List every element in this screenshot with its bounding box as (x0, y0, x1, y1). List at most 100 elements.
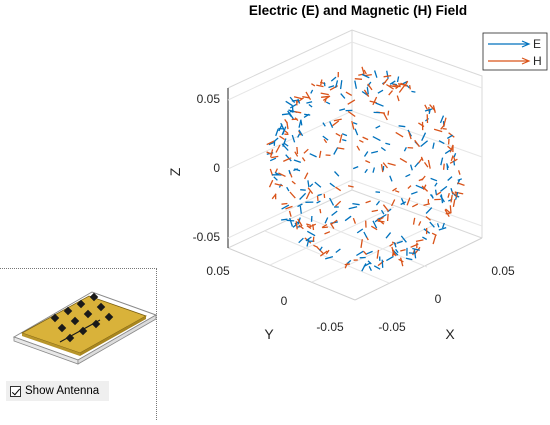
e-field-vector (375, 125, 381, 129)
e-field-vector (429, 194, 434, 199)
h-field-vector (440, 123, 446, 130)
checkbox-check-icon[interactable] (10, 385, 21, 397)
e-field-vector (422, 236, 428, 241)
e-field-vector (289, 96, 296, 104)
h-field-vector (352, 217, 357, 224)
e-field-vector (440, 157, 444, 166)
e-field-vector (438, 226, 447, 231)
e-field-vector (348, 206, 358, 210)
e-field-vector (396, 240, 403, 244)
e-field-vector (364, 168, 368, 174)
h-field-vector (268, 179, 274, 188)
e-field-vector (372, 136, 381, 142)
h-field-vector (306, 223, 312, 227)
h-field-vector (396, 95, 400, 102)
h-field-vector (295, 221, 298, 230)
e-field-vector (323, 82, 326, 87)
h-field-vector (388, 90, 393, 96)
e-field-vector (361, 263, 367, 272)
e-field-vector (441, 222, 445, 229)
y-tick-labels: 0.05 0 -0.05 (206, 264, 344, 334)
e-field-vector (368, 266, 372, 271)
h-field-vector (339, 134, 343, 143)
e-field-vector (425, 207, 433, 214)
h-field-vector (414, 139, 421, 148)
e-field-vector (385, 142, 391, 146)
e-field-vector (405, 173, 411, 178)
e-field-vector (413, 250, 417, 259)
h-field-vector (447, 193, 450, 198)
h-field-vector (420, 156, 424, 161)
h-field-vector (286, 121, 289, 130)
e-field-vector (446, 163, 450, 169)
e-field-vector (341, 133, 348, 137)
chart-title: Electric (E) and Magnetic (H) Field (249, 3, 467, 18)
e-field-vector (329, 197, 335, 206)
e-field-vector (432, 142, 435, 149)
h-field-vector (297, 218, 303, 227)
h-field-vector (294, 151, 299, 157)
z-tick-labels: 0.05 0 -0.05 (193, 92, 221, 244)
h-field-vector (303, 148, 309, 154)
legend-label-e: E (533, 37, 541, 51)
e-field-vector (414, 162, 420, 168)
h-field-vector (312, 236, 315, 243)
h-field-vector (376, 249, 380, 259)
show-antenna-checkbox[interactable]: Show Antenna (6, 381, 109, 401)
field-vectors (266, 66, 465, 272)
e-field-vector (352, 202, 360, 206)
e-field-vector (411, 90, 416, 93)
e-field-vector (409, 164, 413, 171)
e-field-vector (436, 223, 440, 228)
e-field-vector (374, 217, 381, 223)
grid-line (227, 110, 353, 170)
h-field-vector (344, 263, 351, 266)
e-field-vector (291, 134, 296, 143)
h-field-vector (445, 212, 451, 215)
h-field-vector (365, 160, 371, 164)
e-field-vector (303, 113, 310, 118)
h-field-vector (288, 210, 292, 217)
e-field-vector (352, 165, 359, 170)
e-field-vector (352, 121, 358, 125)
h-field-vector (275, 144, 281, 153)
h-field-vector (424, 104, 428, 110)
e-field-vector (424, 108, 433, 112)
legend-entry-e: E (488, 37, 541, 51)
e-field-vector (398, 125, 406, 128)
e-field-vector (306, 239, 310, 247)
h-field-vector (347, 99, 356, 105)
h-field-vector (283, 157, 292, 162)
e-field-vector (380, 146, 386, 152)
h-field-vector (296, 146, 299, 154)
h-field-vector (281, 202, 288, 205)
h-field-vector (325, 249, 330, 255)
e-field-vector (331, 210, 338, 217)
e-field-vector (428, 109, 431, 115)
h-field-vector (367, 83, 373, 91)
e-field-vector (299, 192, 307, 200)
e-field-vector (291, 99, 299, 102)
x-tick: 0 (435, 292, 442, 306)
e-field-vector (281, 128, 286, 136)
h-field-vector (319, 208, 322, 214)
e-field-vector (363, 262, 372, 267)
e-field-vector (385, 232, 392, 239)
y-axis-label: Y (264, 326, 274, 342)
e-field-vector (354, 80, 358, 89)
h-field-vector (294, 110, 302, 114)
e-field-vector (429, 221, 435, 228)
e-field-vector (334, 80, 339, 88)
h-field-vector (406, 197, 411, 206)
e-field-vector (453, 153, 457, 158)
h-field-vector (421, 175, 426, 181)
antenna-panel (0, 268, 157, 420)
h-field-vector (395, 131, 404, 138)
y-tick: 0 (281, 294, 288, 308)
h-field-vector (320, 92, 329, 96)
h-field-vector (320, 79, 323, 86)
e-field-vector (322, 122, 326, 127)
e-field-vector (389, 80, 396, 85)
h-field-vector (382, 204, 390, 212)
